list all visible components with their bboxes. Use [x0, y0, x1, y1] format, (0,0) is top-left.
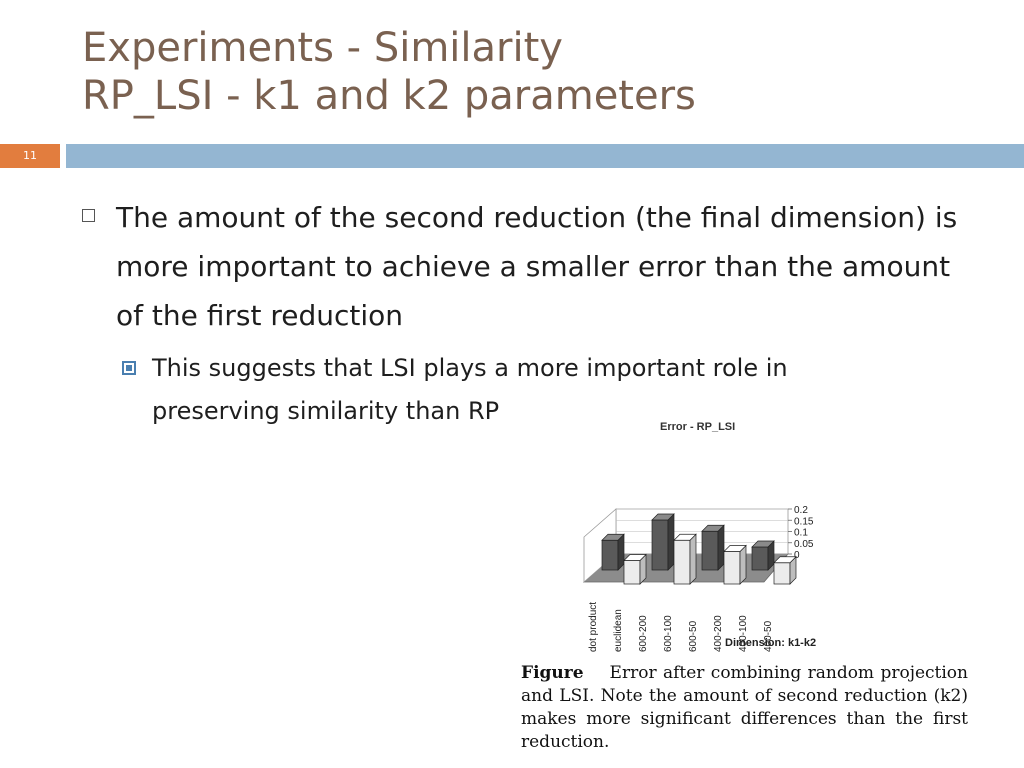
chart-x-axis-label: Dimension: k1-k2	[725, 637, 816, 649]
bar-front-1	[623, 560, 641, 585]
bar-back-4-side	[717, 524, 725, 571]
hollow-square-bullet-icon	[82, 209, 95, 222]
figure-caption: Figure Error after combining random proje…	[521, 662, 968, 754]
bullet-main: The amount of the second reduction (the …	[82, 193, 962, 340]
page-number-badge: 11	[0, 144, 60, 168]
figure-caption-text: Error after combining random projection …	[521, 663, 968, 752]
title-line-1: Experiments - Similarity	[82, 25, 563, 71]
bullet-sub: This suggests that LSI plays a more impo…	[120, 347, 920, 433]
chart-x-tick-label: 600-200	[638, 615, 649, 652]
chart-x-tick-label: 400-100	[738, 615, 749, 652]
chart-y-tick-label: 0.05	[794, 539, 814, 550]
filled-square-bullet-icon	[122, 361, 136, 375]
bar-front-5-top	[723, 545, 747, 552]
chart-x-tick-label: dot product	[588, 602, 599, 652]
bar-front-5	[723, 551, 741, 585]
chart-x-tick-label: 600-50	[688, 620, 699, 652]
slide-title: Experiments - Similarity RP_LSI - k1 and…	[82, 24, 696, 120]
chart-x-tick-label: 600-100	[663, 615, 674, 652]
bar-back-2-side	[667, 513, 675, 571]
bar-front-3	[673, 539, 691, 585]
bar-back-6-top	[751, 540, 775, 548]
bar-back-0-top	[601, 533, 625, 541]
page-number: 11	[23, 149, 37, 162]
bar-front-3-top	[673, 533, 697, 541]
title-line-2: RP_LSI - k1 and k2 parameters	[82, 73, 696, 119]
chart-y-tick-label: 0.2	[794, 505, 808, 516]
bar-back-0	[601, 539, 619, 571]
bar-back-6	[751, 546, 769, 571]
chart-y-tick-label: 0.1	[794, 528, 808, 539]
bullet-sub-text: This suggests that LSI plays a more impo…	[152, 354, 788, 425]
bar-front-7	[773, 562, 791, 585]
figure-caption-label: Figure	[521, 663, 584, 683]
chart-x-tick-label: 400-200	[713, 615, 724, 652]
chart-title: Error - RP_LSI	[660, 421, 735, 433]
bar-back-2	[651, 519, 669, 571]
bar-front-3-side	[689, 533, 697, 585]
bar-front-1-top	[623, 554, 647, 561]
bullet-main-text: The amount of the second reduction (the …	[116, 201, 958, 332]
bar-back-4-top	[701, 524, 725, 532]
chart-y-tick-label: 0.15	[794, 516, 814, 527]
chart-x-tick-label: euclidean	[613, 609, 624, 652]
bar-back-2-top	[651, 513, 675, 521]
chart-x-tick-label: 400-50	[763, 620, 774, 652]
bar-front-5-side	[739, 544, 747, 585]
chart-y-tick-label: 0	[794, 550, 800, 561]
bar-back-4	[701, 530, 719, 571]
bar-front-7-top	[773, 556, 797, 564]
header-divider-bar	[66, 144, 1024, 168]
